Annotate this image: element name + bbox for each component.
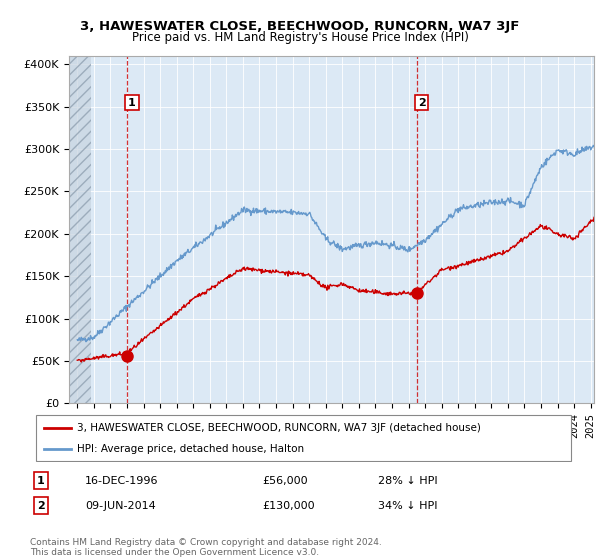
Text: 28% ↓ HPI: 28% ↓ HPI <box>378 475 437 486</box>
FancyBboxPatch shape <box>35 416 571 461</box>
Text: Contains HM Land Registry data © Crown copyright and database right 2024.
This d: Contains HM Land Registry data © Crown c… <box>30 538 382 557</box>
Bar <box>69 56 91 403</box>
Text: 2: 2 <box>418 97 425 108</box>
Text: 2: 2 <box>37 501 45 511</box>
Text: 34% ↓ HPI: 34% ↓ HPI <box>378 501 437 511</box>
Text: 3, HAWESWATER CLOSE, BEECHWOOD, RUNCORN, WA7 3JF: 3, HAWESWATER CLOSE, BEECHWOOD, RUNCORN,… <box>80 20 520 32</box>
Text: £56,000: £56,000 <box>262 475 307 486</box>
Text: £130,000: £130,000 <box>262 501 314 511</box>
Text: 1: 1 <box>128 97 136 108</box>
Text: 3, HAWESWATER CLOSE, BEECHWOOD, RUNCORN, WA7 3JF (detached house): 3, HAWESWATER CLOSE, BEECHWOOD, RUNCORN,… <box>77 423 481 433</box>
Text: 1: 1 <box>37 475 45 486</box>
Text: Price paid vs. HM Land Registry's House Price Index (HPI): Price paid vs. HM Land Registry's House … <box>131 31 469 44</box>
Text: 16-DEC-1996: 16-DEC-1996 <box>85 475 158 486</box>
Text: HPI: Average price, detached house, Halton: HPI: Average price, detached house, Halt… <box>77 444 304 454</box>
Text: 09-JUN-2014: 09-JUN-2014 <box>85 501 156 511</box>
